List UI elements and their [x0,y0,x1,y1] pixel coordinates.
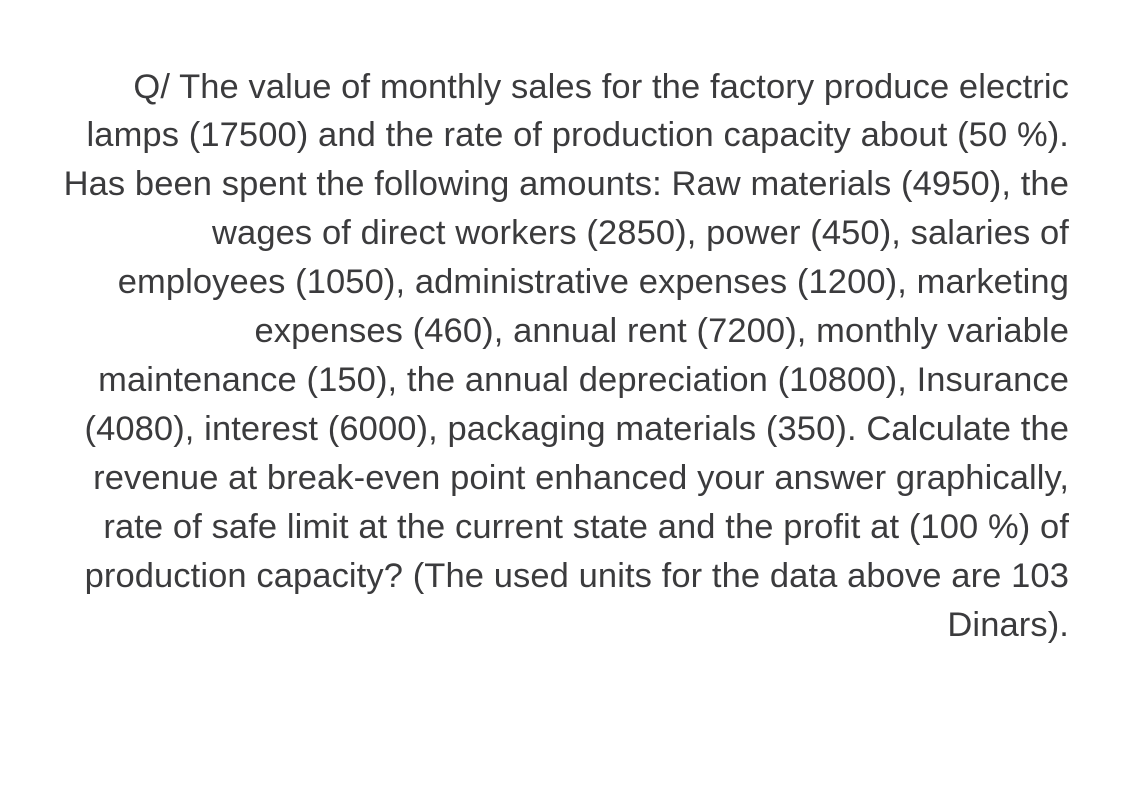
page-container: Q/ The value of monthly sales for the fa… [0,0,1125,795]
question-text: Q/ The value of monthly sales for the fa… [59,63,1069,651]
